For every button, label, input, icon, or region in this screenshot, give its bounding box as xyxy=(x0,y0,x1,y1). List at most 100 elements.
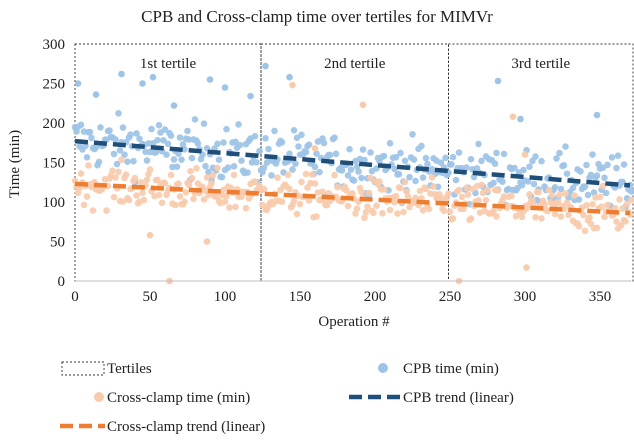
cross-clamp-point xyxy=(359,101,367,109)
cross-clamp-point xyxy=(352,210,359,217)
cpb-point xyxy=(628,188,634,195)
cpb-point xyxy=(244,169,251,176)
cross-clamp-point xyxy=(278,198,286,205)
cross-clamp-point xyxy=(242,204,250,212)
cpb-point xyxy=(271,127,278,135)
cross-clamp-point xyxy=(185,181,193,189)
cross-clamp-point xyxy=(313,213,320,220)
cpb-point xyxy=(493,149,500,157)
cross-clamp-point xyxy=(202,187,209,194)
cross-clamp-point xyxy=(167,171,175,179)
cross-clamp-point xyxy=(580,211,587,219)
cross-clamp-point xyxy=(623,200,631,208)
cpb-point xyxy=(418,142,425,150)
cpb-point xyxy=(305,141,313,148)
cpb-point xyxy=(392,154,400,161)
tertile-label: 2nd tertile xyxy=(324,56,386,72)
cross-clamp-point xyxy=(593,224,601,232)
cross-clamp-point xyxy=(401,178,409,186)
cpb-point xyxy=(149,73,157,81)
cross-clamp-point xyxy=(611,204,619,212)
cross-clamp-point xyxy=(508,192,515,200)
cpb-point xyxy=(205,168,212,176)
cpb-point xyxy=(215,156,223,163)
cpb-point xyxy=(163,151,170,158)
cross-clamp-point xyxy=(349,190,356,197)
cpb-point xyxy=(170,156,178,163)
cross-clamp-point xyxy=(628,196,634,204)
cpb-point xyxy=(130,157,137,165)
cpb-point xyxy=(583,161,590,169)
cpb-point xyxy=(584,191,592,199)
cpb-point xyxy=(557,185,565,193)
cpb-point xyxy=(191,116,199,123)
cpb-point xyxy=(581,183,589,191)
cpb-point xyxy=(124,158,131,165)
cpb-point xyxy=(518,181,526,189)
cpb-point xyxy=(538,157,545,165)
cpb-point xyxy=(214,140,221,148)
cpb-point xyxy=(526,163,533,170)
cpb-point xyxy=(563,170,571,177)
cpb-point xyxy=(452,176,460,184)
cross-clamp-point xyxy=(544,207,551,215)
cpb-point xyxy=(260,164,268,172)
cross-clamp-point xyxy=(449,215,457,222)
cpb-point xyxy=(230,163,238,170)
cpb-point xyxy=(295,143,302,150)
cpb-point xyxy=(160,137,167,144)
y-tick-labels: 0 50 100 150 200 250 300 xyxy=(43,37,66,290)
cross-clamp-point xyxy=(523,264,530,271)
cross-clamp-point xyxy=(140,196,148,204)
cross-clamp-point xyxy=(548,192,556,199)
cross-clamp-point xyxy=(293,210,301,218)
trend-lines xyxy=(74,138,631,216)
cross-clamp-point xyxy=(319,188,326,196)
cpb-point xyxy=(218,173,226,181)
cross-clamp-point xyxy=(175,180,182,187)
cross-clamp-point xyxy=(214,164,221,172)
cpb-point xyxy=(221,84,229,91)
cpb-point xyxy=(184,127,191,135)
cross-clamp-point xyxy=(521,151,529,158)
cross-clamp-point xyxy=(440,207,448,215)
cpb-point xyxy=(148,125,155,133)
cross-clamp-point xyxy=(406,203,413,211)
cpb-point xyxy=(422,154,430,162)
x-tick-labels: 0 50 100 150 200 250 300 350 xyxy=(71,289,611,305)
cpb-point xyxy=(127,131,134,138)
cpb-point xyxy=(494,77,502,85)
cpb-point xyxy=(155,121,163,129)
cpb-point xyxy=(473,165,481,172)
cross-clamp-point xyxy=(331,171,338,179)
cross-clamp-point xyxy=(203,174,211,181)
cpb-point xyxy=(92,143,100,151)
cpb-point xyxy=(442,154,449,162)
cpb-point xyxy=(86,128,94,136)
cpb-point xyxy=(553,155,560,162)
cpb-point xyxy=(292,160,299,167)
cpb-point xyxy=(77,121,85,129)
cross-clamp-point xyxy=(581,227,589,235)
cross-clamp-point xyxy=(137,179,145,186)
cpb-point xyxy=(161,126,169,133)
cpb-point xyxy=(448,161,455,168)
cpb-point xyxy=(524,178,532,185)
cpb-point xyxy=(437,159,445,166)
cpb-point xyxy=(391,165,398,173)
tertile-labels: 1st tertile 2nd tertile 3rd tertile xyxy=(140,56,571,72)
cross-clamp-point xyxy=(158,199,166,207)
legend-item: Cross-clamp time (min) xyxy=(94,390,250,406)
cross-clamp-point xyxy=(125,196,133,204)
cpb-point xyxy=(455,149,463,156)
cross-clamp-point xyxy=(583,202,590,209)
y-tick-label: 300 xyxy=(43,37,66,53)
cpb-point xyxy=(181,146,188,153)
cpb-point xyxy=(92,91,100,98)
y-tick-label: 50 xyxy=(50,235,65,251)
cpb-point xyxy=(247,92,254,100)
cross-clamp-point xyxy=(532,214,539,221)
cpb-point xyxy=(113,160,121,168)
cross-clamp-point xyxy=(509,113,517,120)
cpb-point xyxy=(395,170,403,178)
